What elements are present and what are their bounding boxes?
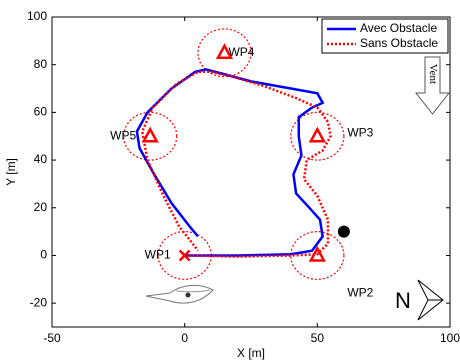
waypoint-circle: [123, 111, 178, 161]
y-axis-label: Y [m]: [4, 158, 18, 186]
wind-label: Vent: [427, 64, 439, 84]
plot-area: [51, 16, 451, 328]
waypoint-marker: [308, 245, 326, 262]
legend-label: Avec Obstacle: [360, 21, 437, 35]
data-line: [135, 68, 325, 257]
y-tick-label: 60: [34, 105, 48, 119]
y-tick-label: 40: [34, 152, 48, 166]
waypoint-label: WP4: [228, 45, 254, 59]
x-tick-label: 50: [311, 331, 325, 345]
y-tick-label: 100: [27, 9, 47, 23]
waypoint-marker: [141, 126, 159, 143]
waypoint-label: WP1: [145, 248, 171, 262]
waypoint-marker: [178, 249, 191, 262]
legend-box: [321, 18, 449, 54]
y-tick-label: 0: [40, 248, 47, 262]
waypoint-marker: [215, 43, 234, 60]
x-tick-label: -50: [43, 331, 61, 345]
wind-arrow: [414, 56, 451, 115]
legend-label: Sans Obstacle: [360, 36, 438, 50]
waypoint-label: WP2: [347, 286, 373, 300]
y-tick-label: 80: [34, 57, 48, 71]
boat-icon: [145, 285, 214, 304]
x-tick-label: 0: [181, 331, 188, 345]
obstacle: [337, 225, 350, 238]
waypoint-marker: [308, 126, 326, 143]
x-axis-label: X [m]: [237, 346, 265, 360]
waypoint-label: WP5: [110, 128, 136, 142]
waypoint-circle: [197, 28, 252, 78]
y-tick-label: 20: [34, 200, 48, 214]
waypoint-circle: [290, 231, 345, 280]
waypoint-circle: [290, 111, 345, 161]
waypoint-label: WP3: [347, 125, 373, 139]
north-label: N: [395, 288, 411, 313]
x-tick-label: 100: [440, 331, 460, 345]
data-line: [140, 70, 332, 258]
y-tick-label: -20: [30, 295, 48, 309]
north-compass: N: [395, 279, 444, 321]
